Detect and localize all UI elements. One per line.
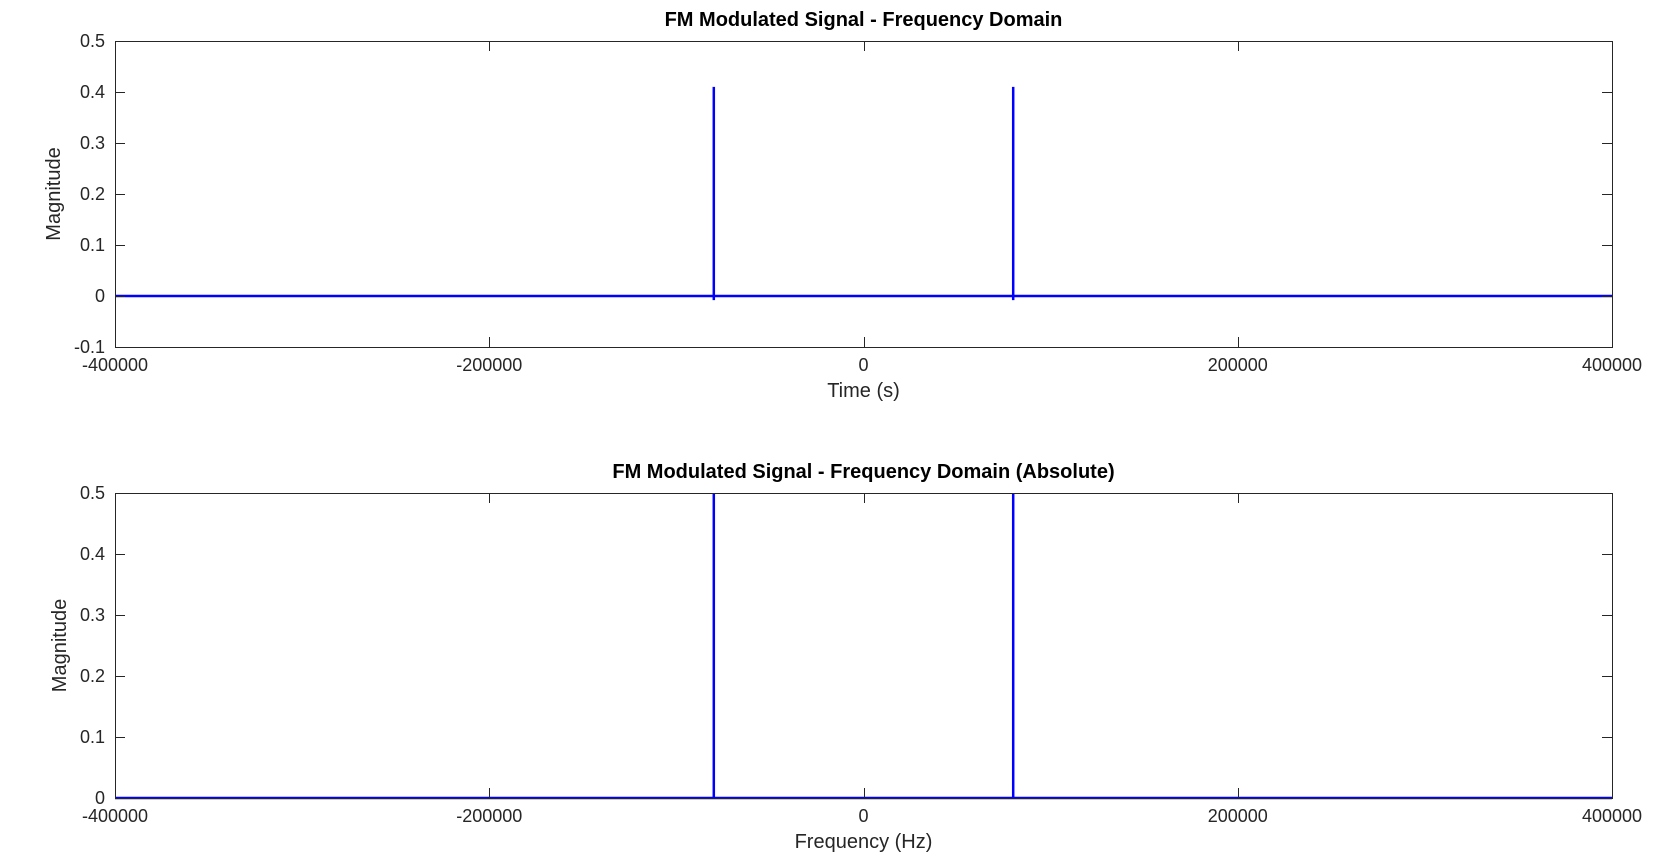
- x-tick-label: -400000: [82, 806, 148, 826]
- y-tick-label: 0.2: [80, 666, 105, 686]
- series-line-0: [115, 86, 1612, 301]
- y-axis-label: Magnitude: [43, 147, 65, 240]
- x-axis-label: Frequency (Hz): [795, 831, 933, 853]
- subplot-frequency-domain: -400000 -200000 0 200000 400000 -0.1 0 0.1 0.2 0.…: [43, 9, 1642, 402]
- x-tick-label: 0: [858, 806, 868, 826]
- subplot-frequency-domain-absolute: -400000 -200000 0 200000 400000 0 0.1 0.2 0.3 0.4…: [49, 461, 1642, 853]
- y-tick-label: -0.1: [74, 337, 105, 357]
- y-tick-label: 0.1: [80, 235, 105, 255]
- x-axis-label: Time (s): [827, 380, 900, 402]
- x-tick-label: -400000: [82, 355, 148, 375]
- chart-title: FM Modulated Signal - Frequency Domain: [665, 9, 1063, 31]
- plot-area: [115, 41, 1612, 347]
- y-tick-label: 0.2: [80, 184, 105, 204]
- chart-title: FM Modulated Signal - Frequency Domain (…: [612, 461, 1114, 483]
- y-tick-label: 0.4: [80, 544, 105, 564]
- y-tick-label: 0.3: [80, 133, 105, 153]
- y-tick-label: 0.3: [80, 605, 105, 625]
- series-marks: [115, 86, 1612, 301]
- plot-area: [115, 493, 1612, 798]
- y-tick-label: 0.4: [80, 82, 105, 102]
- y-tick-label: 0.5: [80, 483, 105, 503]
- x-tick-label: 0: [858, 355, 868, 375]
- x-tick-label: 400000: [1582, 355, 1642, 375]
- ticks: -400000 -200000 0 200000 400000 -0.1 0 0.1 0.2 0.…: [74, 31, 1642, 375]
- y-tick-label: 0.5: [80, 31, 105, 51]
- ticks: -400000 -200000 0 200000 400000 0 0.1 0.2 0.3 0.4…: [80, 483, 1642, 826]
- x-tick-label: 200000: [1208, 355, 1268, 375]
- x-tick-label: 200000: [1208, 806, 1268, 826]
- x-tick-label: -200000: [456, 355, 522, 375]
- x-tick-label: -200000: [456, 806, 522, 826]
- y-tick-label: 0: [95, 286, 105, 306]
- y-tick-label: 0.1: [80, 727, 105, 747]
- y-tick-label: 0: [95, 788, 105, 808]
- y-axis-label: Magnitude: [49, 599, 71, 692]
- x-tick-label: 400000: [1582, 806, 1642, 826]
